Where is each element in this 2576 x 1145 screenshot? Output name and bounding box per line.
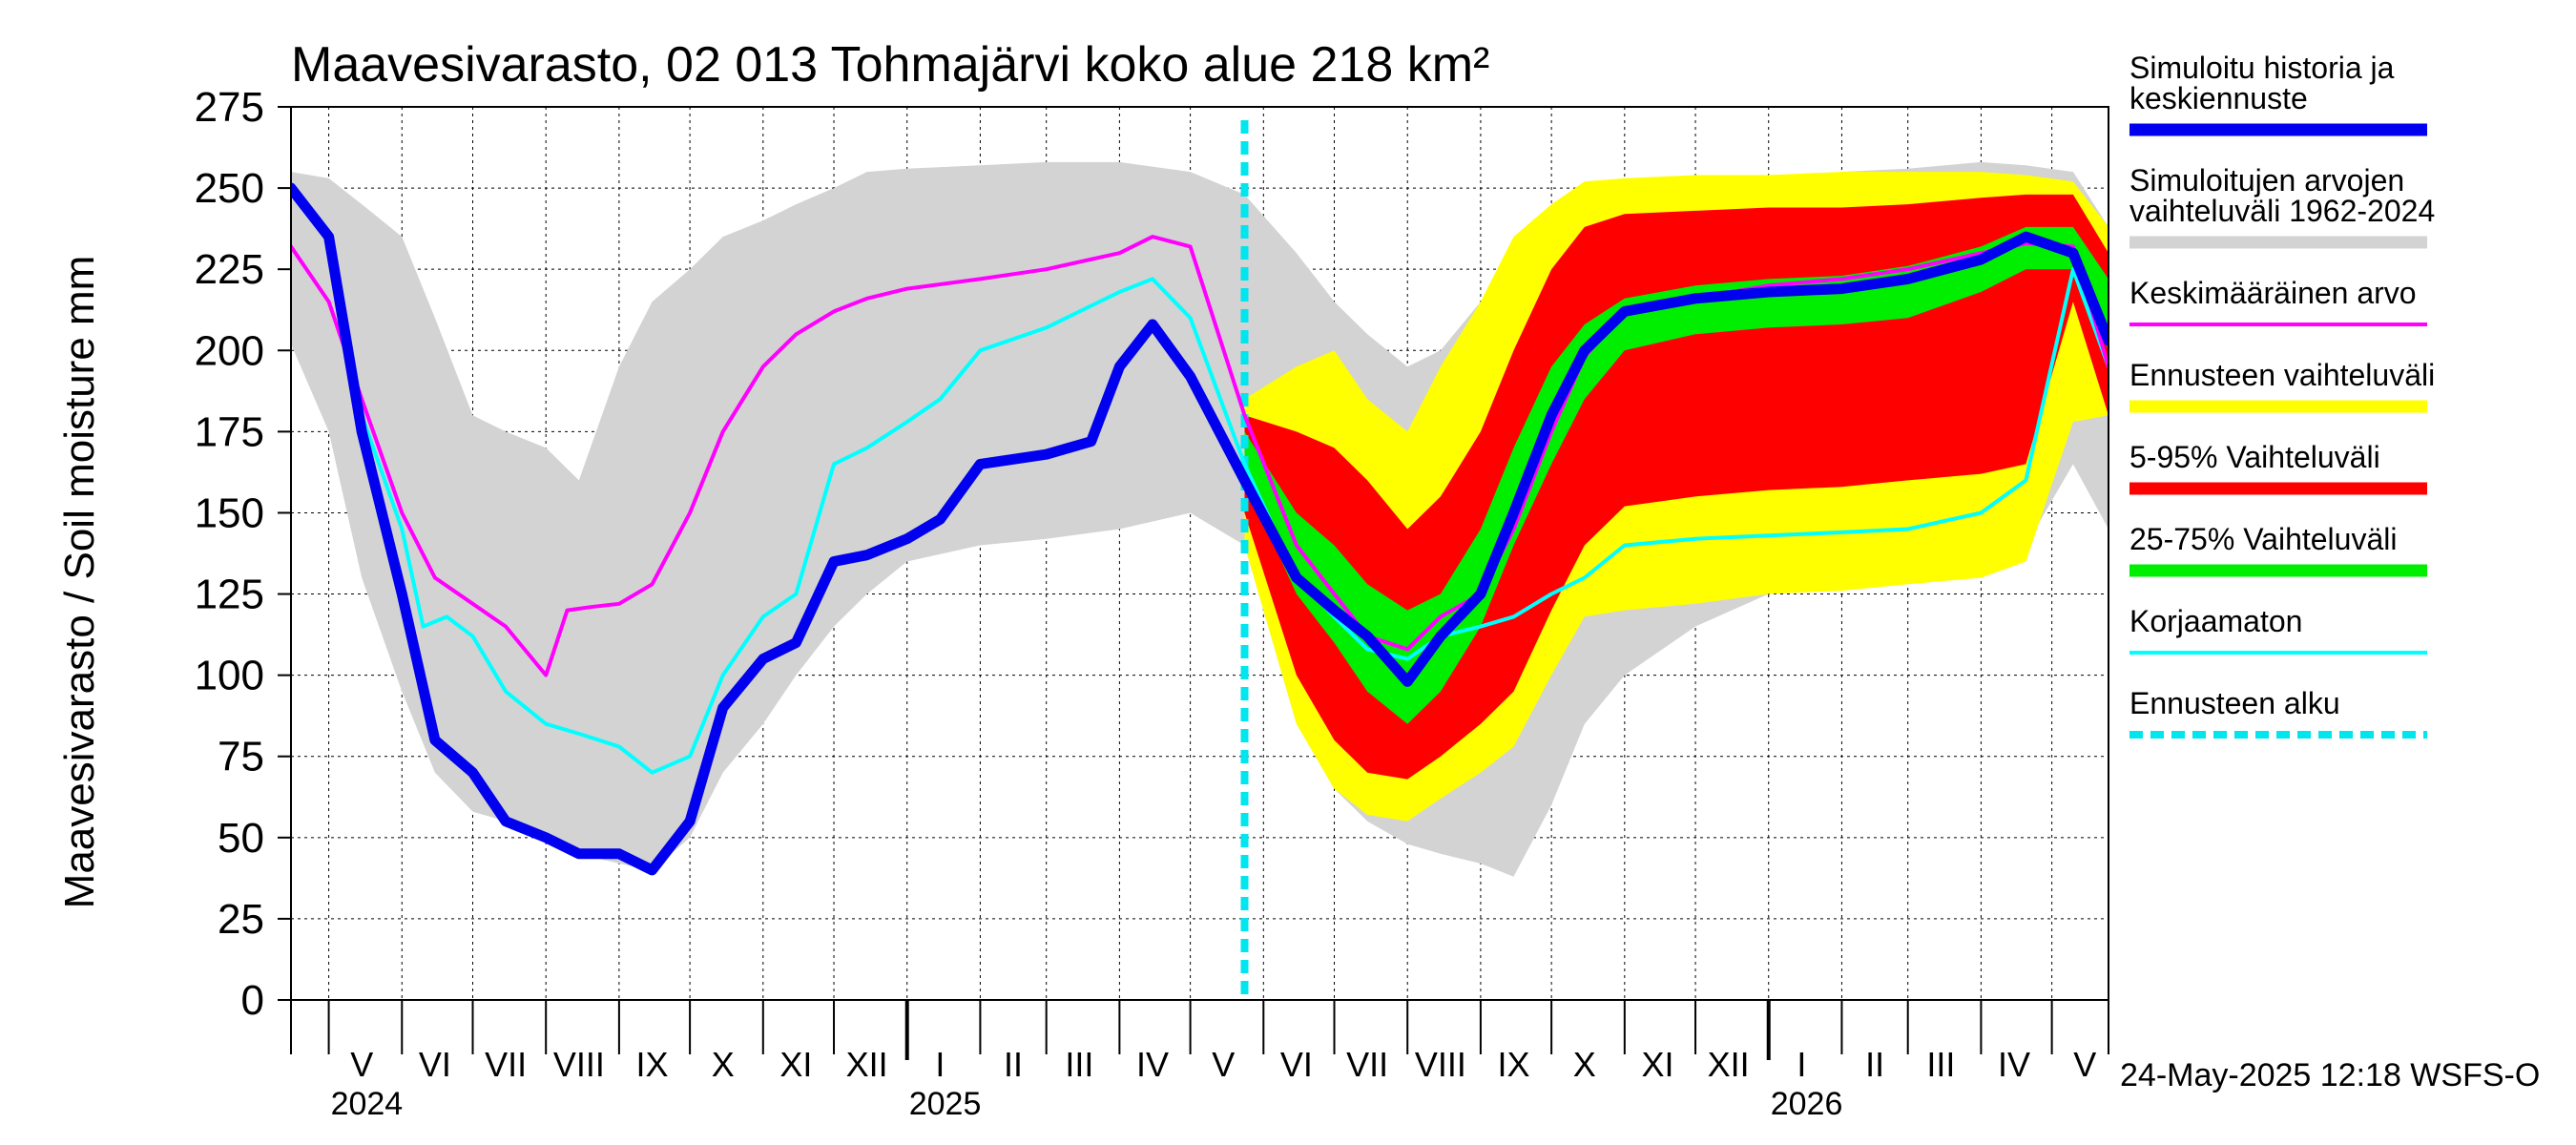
month-label: IX bbox=[636, 1045, 669, 1084]
band-area bbox=[1244, 226, 2109, 724]
legend-label: Simuloitu historia ja keskiennuste bbox=[2129, 51, 2395, 115]
month-label: IX bbox=[1498, 1045, 1530, 1084]
y-tick-label: 100 bbox=[195, 653, 264, 699]
legend-label: Simuloitujen arvojen vaihteluväli 1962-20… bbox=[2129, 163, 2435, 228]
legend-label: Ennusteen alku bbox=[2129, 686, 2340, 720]
y-tick-label: 225 bbox=[195, 246, 264, 293]
y-axis-label: Maavesivarasto / Soil moisture mm bbox=[56, 256, 103, 909]
series-line-main bbox=[291, 182, 2109, 876]
legend-label: Ennusteen vaihteluväli bbox=[2129, 358, 2435, 392]
month-label: IV bbox=[1136, 1045, 1169, 1084]
timestamp-footer: 24-May-2025 12:18 WSFS-O bbox=[2120, 1057, 2540, 1093]
month-label: VII bbox=[485, 1045, 527, 1084]
month-label: XII bbox=[1708, 1045, 1750, 1084]
month-label: V bbox=[1212, 1045, 1235, 1084]
year-label: 2024 bbox=[331, 1086, 404, 1122]
legend-label: 5-95% Vaihteluväli bbox=[2129, 440, 2380, 474]
month-label: X bbox=[712, 1045, 735, 1084]
month-label: II bbox=[1865, 1045, 1884, 1084]
y-tick-label: 75 bbox=[218, 734, 264, 781]
month-label: V bbox=[2073, 1045, 2096, 1084]
month-label: II bbox=[1004, 1045, 1023, 1084]
month-label: III bbox=[1926, 1045, 1955, 1084]
chart-title: Maavesivarasto, 02 013 Tohmajärvi koko a… bbox=[291, 37, 1489, 93]
month-label: VI bbox=[1280, 1045, 1313, 1084]
month-label: VI bbox=[419, 1045, 451, 1084]
month-label: XI bbox=[779, 1045, 812, 1084]
month-label: I bbox=[935, 1045, 945, 1084]
y-tick-label: 250 bbox=[195, 165, 264, 212]
plot-frame bbox=[290, 106, 2109, 1001]
series-line bbox=[291, 186, 2109, 775]
month-label: V bbox=[350, 1045, 373, 1084]
y-tick-label: 25 bbox=[218, 896, 264, 943]
y-tick-label: 150 bbox=[195, 489, 264, 536]
y-tick-label: 275 bbox=[195, 84, 264, 131]
legend-label: 25-75% Vaihteluväli bbox=[2129, 522, 2397, 556]
legend-label: Keskimääräinen arvo bbox=[2129, 276, 2417, 310]
month-label: X bbox=[1573, 1045, 1596, 1084]
month-label: VIII bbox=[1415, 1045, 1466, 1084]
month-label: XII bbox=[846, 1045, 888, 1084]
y-tick-label: 0 bbox=[241, 977, 264, 1024]
legend: Simuloitu historia ja keskiennuste Simuloi… bbox=[2129, 51, 2435, 739]
y-tick-label: 175 bbox=[195, 408, 264, 455]
year-label: 2026 bbox=[1771, 1086, 1843, 1122]
month-label: VIII bbox=[553, 1045, 605, 1084]
year-label: 2025 bbox=[909, 1086, 982, 1122]
month-label: III bbox=[1065, 1045, 1093, 1084]
month-label: XI bbox=[1641, 1045, 1673, 1084]
legend-label: Korjaamaton bbox=[2129, 604, 2302, 638]
month-label: I bbox=[1797, 1045, 1806, 1084]
month-label: VII bbox=[1346, 1045, 1388, 1084]
series-group bbox=[291, 120, 2109, 1000]
month-label: IV bbox=[1998, 1045, 2030, 1084]
y-tick-label: 125 bbox=[195, 572, 264, 618]
y-tick-label: 50 bbox=[218, 815, 264, 862]
y-tick-label: 200 bbox=[195, 327, 264, 374]
